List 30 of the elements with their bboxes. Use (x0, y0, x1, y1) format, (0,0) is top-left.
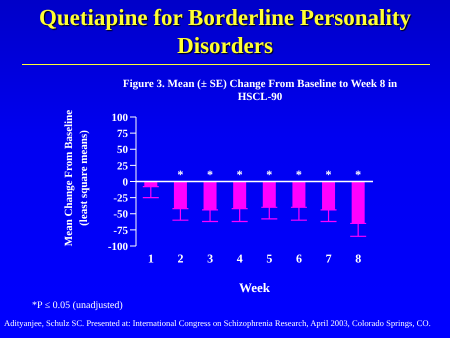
y-tick-label: -75 (113, 224, 128, 237)
x-tick-label: 3 (207, 252, 214, 266)
data-label: * (236, 168, 243, 182)
y-tick-label: 100 (112, 112, 128, 124)
x-tick-label: 4 (236, 252, 243, 266)
y-tick-label: -100 (108, 240, 128, 253)
text: *P ≤ 0.05 (unadjusted) (32, 300, 123, 311)
data-label: * (355, 168, 362, 182)
data-label: * (177, 168, 184, 182)
data-label: * (296, 168, 302, 182)
data-label: * (326, 168, 332, 182)
chart-subtitle: Figure 3. Mean (± SE) Change From Baseline to Week 8 in HSCL-90 (122, 78, 398, 104)
x-tick-label: 2 (177, 252, 184, 266)
y-axis-title: Mean Change From Baseline (least square means) (62, 108, 91, 248)
y-tick-label: 75 (117, 128, 128, 140)
y-tick-label: 50 (117, 144, 128, 156)
x-axis-title: Week (238, 280, 271, 295)
x-tick-label: 8 (355, 252, 362, 266)
data-label: * (207, 168, 214, 182)
y-tick-label: -50 (113, 208, 128, 221)
x-tick-label: 1 (148, 252, 154, 266)
y-tick-label: -25 (113, 192, 128, 205)
y-tick-label: 25 (117, 160, 128, 172)
x-tick-label: 7 (326, 252, 332, 266)
chart-title: Quetiapine for Borderline Personality Disorders (38, 4, 412, 60)
x-tick-label: 5 (266, 252, 272, 266)
y-tick-label: 0 (122, 176, 128, 188)
x-tick-label: 6 (296, 252, 302, 266)
text: Adityanjee, Schulz SC. Presented at: International Congress on Schizophrenia Research, April 2003, Colorado Springs, CO. (4, 318, 431, 328)
data-label: * (266, 168, 272, 182)
